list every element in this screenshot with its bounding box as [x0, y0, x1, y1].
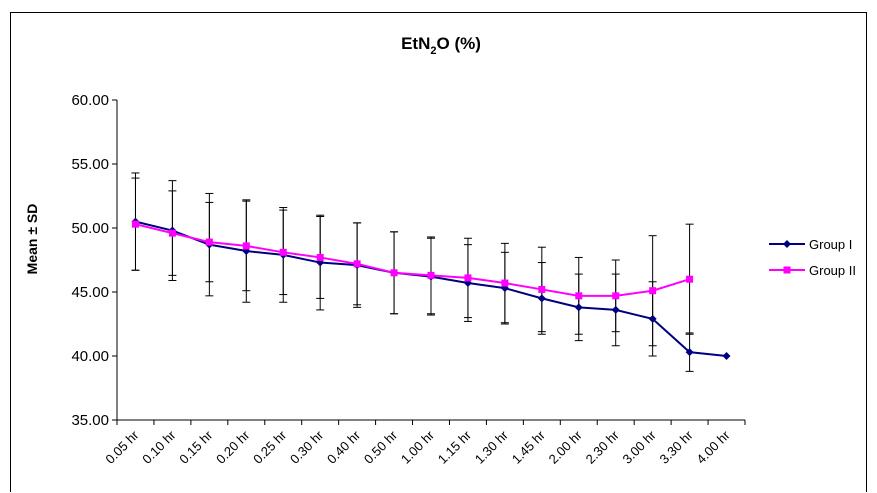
- y-axis-label: Mean ± SD: [24, 204, 40, 275]
- legend-marker-square: [783, 266, 791, 274]
- data-point-group-ii: [168, 229, 176, 237]
- data-point-group-ii: [205, 238, 213, 246]
- data-point-group-ii: [279, 248, 287, 256]
- x-tick-label: 0.10 hr: [139, 427, 179, 467]
- chart-frame: EtN2O (%) Mean ± SD 35.00 40.00 45.00 50.00…: [10, 12, 867, 492]
- x-tick-label: 2.00 hr: [546, 427, 586, 467]
- x-tick-label: 3.00 hr: [620, 427, 660, 467]
- x-tick-label: 1.30 hr: [472, 427, 512, 467]
- data-point-group-ii: [427, 271, 435, 279]
- data-point-group-ii: [612, 292, 620, 300]
- data-point-group-ii: [390, 269, 398, 277]
- x-tick-label: 4.00 hr: [693, 427, 733, 467]
- x-tick-label: 0.05 hr: [102, 427, 142, 467]
- y-tick-label: 40.00: [71, 348, 109, 365]
- data-point-group-ii: [131, 220, 139, 228]
- x-tick-label: 2.30 hr: [583, 427, 623, 467]
- data-point-group-i: [685, 348, 694, 357]
- data-point-group-ii: [538, 285, 546, 293]
- x-tick-label: 0.50 hr: [361, 427, 401, 467]
- x-tick-label: 0.20 hr: [213, 427, 253, 467]
- data-point-group-i: [574, 303, 583, 312]
- y-tick-label: 50.00: [71, 220, 109, 237]
- x-tick-label: 0.30 hr: [287, 427, 327, 467]
- legend-marker-diamond: [783, 240, 791, 248]
- legend-label: Group I: [809, 237, 852, 252]
- data-point-group-ii: [464, 274, 472, 282]
- data-point-group-ii: [501, 279, 509, 287]
- error-bars: [131, 172, 694, 372]
- y-tick-label: 55.00: [71, 156, 109, 173]
- legend-label: Group II: [809, 263, 856, 278]
- data-point-group-i: [537, 294, 546, 303]
- x-tick-label: 0.40 hr: [324, 427, 364, 467]
- chart-title-subscript: 2: [430, 45, 436, 57]
- data-point-group-i: [611, 305, 620, 314]
- x-tick-label: 0.15 hr: [176, 427, 216, 467]
- data-point-group-ii: [686, 275, 694, 283]
- x-tick-label: 3.30 hr: [656, 427, 696, 467]
- data-point-group-ii: [353, 260, 361, 268]
- data-point-group-ii: [575, 292, 583, 300]
- series-markers: [131, 217, 731, 360]
- chart-title-main: EtN: [401, 34, 430, 53]
- x-tick-label: 0.25 hr: [250, 427, 290, 467]
- chart-title-tail: O (%): [437, 34, 481, 53]
- legend: Group I Group II: [769, 237, 856, 278]
- chart-svg: EtN2O (%) Mean ± SD 35.00 40.00 45.00 50.00…: [24, 34, 856, 467]
- data-point-group-ii: [649, 287, 657, 295]
- data-point-group-i: [722, 352, 731, 360]
- data-point-group-i: [648, 314, 657, 323]
- data-point-group-ii: [316, 253, 324, 261]
- x-tick-label: 1.15 hr: [435, 427, 475, 467]
- y-tick-label: 35.00: [71, 412, 109, 429]
- series-line-2: [135, 223, 690, 297]
- data-point-group-ii: [242, 242, 250, 250]
- x-tick-label: 1.45 hr: [509, 427, 549, 467]
- chart-title: EtN2O (%): [401, 34, 481, 57]
- x-tick-label: 1.00 hr: [398, 427, 438, 467]
- y-tick-label: 60.00: [71, 92, 109, 109]
- y-tick-label: 45.00: [71, 284, 109, 301]
